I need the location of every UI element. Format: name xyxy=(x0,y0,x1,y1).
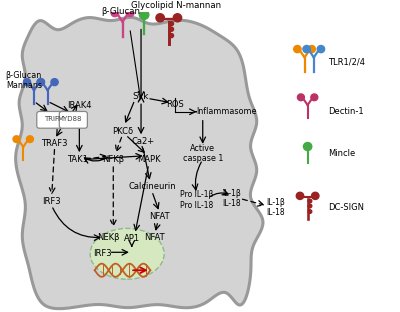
Circle shape xyxy=(308,210,312,213)
Circle shape xyxy=(37,79,44,85)
Text: Glycolipid N-mannan: Glycolipid N-mannan xyxy=(132,1,222,10)
Circle shape xyxy=(298,94,304,101)
Text: NEKβ: NEKβ xyxy=(98,233,120,242)
Text: Syk: Syk xyxy=(133,92,149,101)
Text: TLR1/2/4: TLR1/2/4 xyxy=(328,58,365,67)
Text: IL-1β
IL-18: IL-1β IL-18 xyxy=(266,198,284,217)
Text: Calcineurin: Calcineurin xyxy=(128,182,176,191)
Text: IRF3: IRF3 xyxy=(42,197,61,206)
Text: TRIF: TRIF xyxy=(44,116,59,122)
Circle shape xyxy=(24,79,31,85)
Circle shape xyxy=(308,204,312,208)
FancyBboxPatch shape xyxy=(59,111,87,128)
Text: Active
caspase 1: Active caspase 1 xyxy=(182,144,223,163)
Text: Ca2+: Ca2+ xyxy=(131,137,154,146)
Text: TAK1: TAK1 xyxy=(67,155,88,164)
Text: AP1: AP1 xyxy=(124,234,140,243)
Text: Mincle: Mincle xyxy=(328,149,355,158)
Ellipse shape xyxy=(90,228,164,279)
Circle shape xyxy=(169,27,174,31)
Text: IL-1β
IL-18: IL-1β IL-18 xyxy=(223,189,242,208)
Circle shape xyxy=(173,14,182,22)
Circle shape xyxy=(126,9,134,17)
Circle shape xyxy=(37,79,44,85)
Circle shape xyxy=(111,9,119,17)
Polygon shape xyxy=(16,17,263,309)
Circle shape xyxy=(13,136,20,143)
Text: MAPK: MAPK xyxy=(137,155,160,164)
Circle shape xyxy=(304,143,312,151)
Circle shape xyxy=(311,94,318,101)
Text: IRAK4: IRAK4 xyxy=(67,101,92,110)
Text: β-Glucan
Mannans: β-Glucan Mannans xyxy=(6,71,42,90)
Circle shape xyxy=(308,199,312,203)
Text: β-Glucan: β-Glucan xyxy=(102,7,140,16)
Text: Inflammasome: Inflammasome xyxy=(196,107,257,116)
Circle shape xyxy=(156,14,164,22)
Text: MYD88: MYD88 xyxy=(58,116,82,122)
Text: NFKβ: NFKβ xyxy=(102,155,124,164)
Text: PKCδ: PKCδ xyxy=(112,127,133,136)
Circle shape xyxy=(26,136,33,143)
Circle shape xyxy=(296,192,304,199)
Text: NFAT: NFAT xyxy=(145,233,165,242)
Text: TRAF3: TRAF3 xyxy=(42,139,68,148)
Circle shape xyxy=(169,34,174,38)
Circle shape xyxy=(303,46,310,53)
Text: IRF3: IRF3 xyxy=(93,249,112,258)
Circle shape xyxy=(317,46,325,53)
FancyBboxPatch shape xyxy=(37,111,65,128)
Text: NFAT: NFAT xyxy=(149,212,170,221)
Circle shape xyxy=(51,79,58,85)
Circle shape xyxy=(140,10,149,19)
Circle shape xyxy=(169,22,174,26)
Circle shape xyxy=(294,46,301,53)
Text: Pro IL-1β
Pro IL-18: Pro IL-1β Pro IL-18 xyxy=(180,190,213,210)
Text: Dectin-1: Dectin-1 xyxy=(328,107,363,116)
Circle shape xyxy=(308,46,315,53)
Text: ROS: ROS xyxy=(166,100,184,109)
Text: DC-SIGN: DC-SIGN xyxy=(328,203,364,212)
Circle shape xyxy=(312,192,319,199)
